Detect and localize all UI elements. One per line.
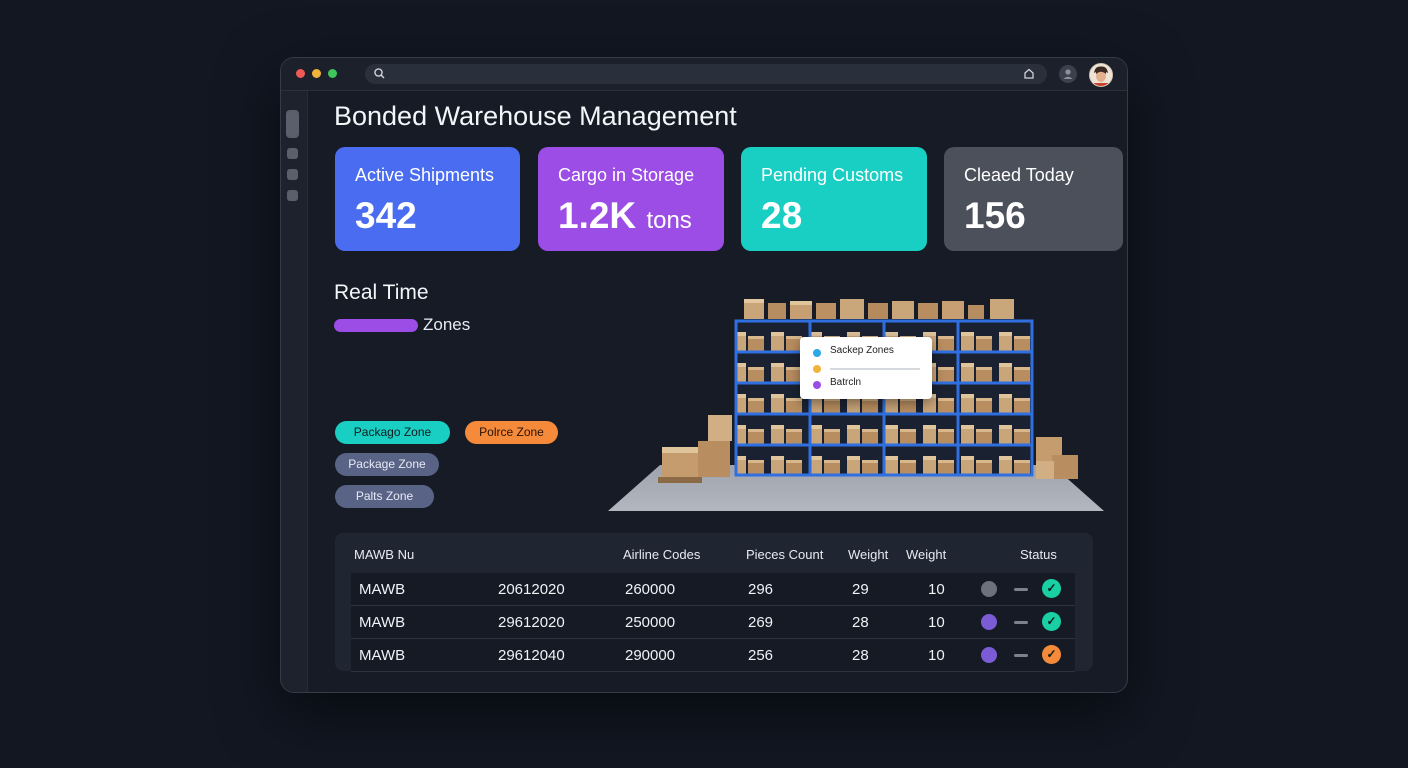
stat-card-pending-customs[interactable]: Pending Customs 28 [741, 147, 927, 251]
cell-pieces-count: 296 [748, 581, 774, 598]
warehouse-illustration [608, 299, 1104, 511]
search-icon [374, 68, 385, 79]
cell-mawb: MAWB [359, 614, 406, 631]
popup-item-label: Batrcln [830, 377, 862, 388]
cell-weight-2: 10 [928, 647, 945, 664]
status-dash [1014, 654, 1028, 657]
table-row[interactable]: MAWB 29612020 250000 269 28 10 ✓ [351, 606, 1075, 639]
shipments-table: MAWB Nu Airline Codes Pieces Count Weigh… [335, 533, 1093, 672]
stat-label: Pending Customs [761, 165, 904, 185]
sidebar-scroll-handle[interactable] [286, 110, 299, 138]
cell-number: 29612020 [498, 614, 565, 631]
status-dot [981, 581, 997, 597]
cell-airline-code: 250000 [625, 614, 676, 631]
cell-airline-code: 290000 [625, 647, 676, 664]
home-icon[interactable] [1023, 67, 1035, 80]
stat-label: Cleaed Today [964, 165, 1074, 185]
minimize-window-button[interactable] [312, 69, 321, 78]
status-dash [1014, 588, 1028, 591]
column-header[interactable]: Status [1020, 547, 1057, 562]
status-dot [981, 614, 997, 630]
maximize-window-button[interactable] [328, 69, 337, 78]
cell-weight-2: 10 [928, 581, 945, 598]
zone-chip-packago[interactable]: Packago Zone [335, 421, 450, 444]
address-bar[interactable] [365, 64, 1047, 84]
stat-value: 156 [964, 195, 1026, 236]
stat-card-cargo-in-storage[interactable]: Cargo in Storage 1.2K tons [538, 147, 724, 251]
side-boxes [658, 415, 1078, 483]
sidebar [281, 91, 308, 692]
main-content: Bonded Warehouse Management Active Shipm… [308, 91, 1127, 692]
sidebar-item-1[interactable] [287, 148, 298, 159]
zone-dot-blue [813, 349, 821, 357]
zone-dot-yellow [813, 365, 821, 373]
cell-pieces-count: 256 [748, 647, 774, 664]
check-circle-icon[interactable]: ✓ [1042, 579, 1061, 598]
popup-divider [830, 368, 920, 370]
sidebar-item-3[interactable] [287, 190, 298, 201]
stat-value: 342 [355, 195, 417, 236]
zones-legend-swatch [334, 319, 418, 332]
status-dash [1014, 621, 1028, 624]
zones-label: Zones [423, 315, 471, 334]
stat-label: Active Shipments [355, 165, 495, 185]
warehouse-visualization[interactable]: Sackep Zones Batrcln [578, 291, 1104, 511]
stat-value: 28 [761, 195, 803, 236]
zone-chip-package[interactable]: Package Zone [335, 453, 439, 476]
column-header[interactable]: Pieces Count [746, 547, 824, 562]
cell-weight-2: 10 [928, 614, 945, 631]
zone-chip-palts[interactable]: Palts Zone [335, 485, 434, 508]
extensions-icon[interactable] [1059, 65, 1077, 83]
browser-toolbar [281, 58, 1127, 91]
column-header[interactable]: MAWB Nu [354, 547, 415, 562]
table-row[interactable]: MAWB 29612040 290000 256 28 10 ✓ [351, 639, 1075, 672]
check-circle-icon[interactable]: ✓ [1042, 612, 1061, 631]
cell-pieces-count: 269 [748, 614, 774, 631]
zone-chip-polrce[interactable]: Polrce Zone [465, 421, 558, 444]
stat-card-cleared-today[interactable]: Cleaed Today 156 [944, 147, 1123, 251]
cell-mawb: MAWB [359, 647, 406, 664]
column-header[interactable]: Weight [906, 547, 947, 562]
page-title: Bonded Warehouse Management [334, 101, 737, 131]
stat-value: 1.2K tons [558, 195, 692, 236]
popup-item-label: Sackep Zones [830, 345, 894, 356]
browser-window: Bonded Warehouse Management Active Shipm… [280, 57, 1128, 693]
cell-weight: 29 [852, 581, 869, 598]
status-dot [981, 647, 997, 663]
table-row[interactable]: MAWB 20612020 260000 296 29 10 ✓ [351, 573, 1075, 606]
cell-mawb: MAWB [359, 581, 406, 598]
check-circle-icon[interactable]: ✓ [1042, 645, 1061, 664]
zone-dot-purple [813, 381, 821, 389]
stat-label: Cargo in Storage [558, 165, 695, 185]
column-header[interactable]: Weight [848, 547, 889, 562]
cell-number: 20612020 [498, 581, 565, 598]
close-window-button[interactable] [296, 69, 305, 78]
avatar[interactable] [1089, 63, 1113, 87]
stat-unit: tons [646, 207, 692, 234]
cell-airline-code: 260000 [625, 581, 676, 598]
cell-number: 29612040 [498, 647, 565, 664]
zone-popup[interactable]: Sackep Zones Batrcln [800, 337, 932, 399]
stat-card-active-shipments[interactable]: Active Shipments 342 [335, 147, 520, 251]
top-boxes [744, 299, 1014, 319]
sidebar-item-2[interactable] [287, 169, 298, 180]
cell-weight: 28 [852, 614, 869, 631]
cell-weight: 28 [852, 647, 869, 664]
realtime-title: Real Time [334, 281, 429, 304]
column-header[interactable]: Airline Codes [623, 547, 701, 562]
